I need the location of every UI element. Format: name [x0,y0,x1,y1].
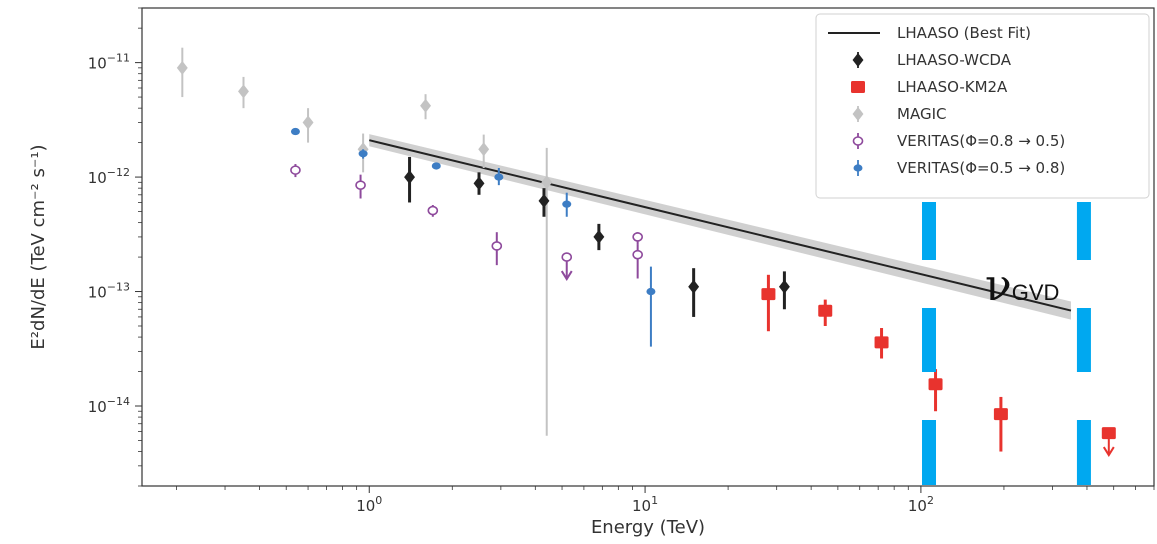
gvd-label: νGVD [985,260,1059,311]
series-veritas-0-5-0-8 [290,127,656,347]
open-circle-marker [632,249,643,260]
legend-label: LHAASO (Best Fit) [897,24,1031,42]
square-marker [1101,427,1116,440]
x-axis-label: Energy (TeV) [591,517,705,538]
diamond-marker [404,170,416,185]
y-axis-label: E²dN/dE (TeV cm⁻² s⁻¹) [28,144,49,349]
y-tick-label: 10−12 [88,166,130,187]
dot-marker [646,287,656,296]
square-marker [761,288,776,301]
x-tick-label: 102 [908,494,934,515]
series-lhaaso-km2a [761,274,1116,457]
legend-label: LHAASO-WCDA [897,51,1012,69]
legend-label: VERITAS(Φ=0.5 → 0.8) [897,159,1065,177]
open-circle-marker [355,180,366,190]
diamond-marker [593,229,605,244]
open-circle-marker [290,165,301,175]
square-marker [993,408,1008,421]
diamond-marker [420,98,432,113]
open-circle-marker [632,232,643,242]
data-layer [176,47,1116,457]
dot-marker [853,164,863,172]
gvd-annotation: νGVD [922,202,1091,485]
dot-marker [431,162,441,170]
upper-limit-arrow [560,270,573,281]
y-tick-label: 10−13 [88,281,130,302]
series-veritas-0-8-0-5 [290,164,643,281]
diamond-marker [541,175,553,190]
upper-limit-arrow [1102,446,1115,457]
open-circle-marker [491,241,503,251]
dot-marker [562,200,572,208]
square-marker [928,378,943,391]
y-tick-label: 10−11 [88,52,130,73]
open-circle-marker [561,252,573,262]
gvd-range-dash [922,308,937,372]
gvd-range-dash [922,202,937,260]
diamond-marker [538,193,550,208]
x-tick-label: 101 [632,494,658,515]
x-tick-label: 100 [356,494,382,515]
square-marker [851,81,865,93]
dot-marker [494,173,504,181]
legend-label: LHAASO-KM2A [897,78,1008,96]
gvd-range-dash [1076,420,1091,485]
gvd-range-dash [1076,308,1091,372]
legend-label: VERITAS(Φ=0.8 → 0.5) [897,132,1065,150]
gvd-range-dash [1076,202,1091,260]
diamond-marker [688,279,700,294]
dot-marker [358,150,368,158]
square-marker [874,336,889,349]
legend: LHAASO (Best Fit) LHAASO-WCDA LHAASO-KM2A M… [815,13,1150,199]
diamond-marker [778,279,790,294]
diamond-marker [238,84,249,99]
square-marker [818,304,833,317]
open-circle-marker [852,136,864,146]
diamond-marker [852,107,864,121]
gvd-range-dash [922,420,937,485]
diamond-marker [852,53,864,67]
series-lhaaso-wcda [404,156,790,317]
diamond-marker [473,176,485,191]
diamond-marker [478,142,490,157]
diamond-marker [302,115,314,130]
dot-marker [290,127,300,136]
open-circle-marker [427,205,439,216]
y-axis-ticks: 10−14 10−13 10−12 10−11 [88,7,142,487]
legend-box [815,13,1150,199]
x-axis-ticks: 100 101 102 [176,486,1155,515]
legend-label: MAGIC [897,105,946,123]
y-tick-label: 10−14 [88,395,130,416]
best-fit-line [369,139,1072,312]
diamond-marker [176,60,188,75]
